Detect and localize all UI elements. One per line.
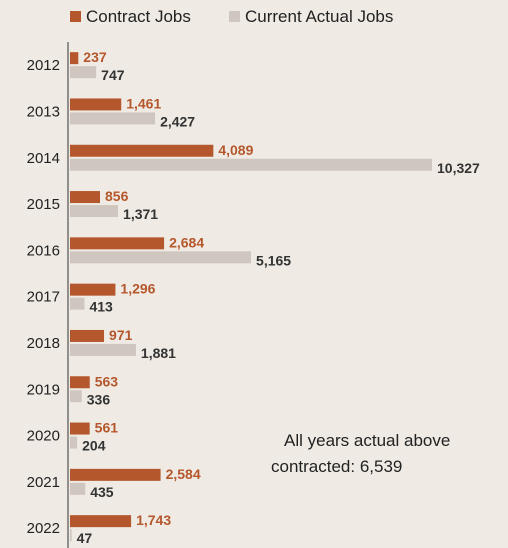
y-tick-label-2018: 2018 [27,335,60,352]
data-label-current-actual-jobs-2021: 435 [90,484,114,500]
bar-current-actual-jobs-2017 [70,297,85,310]
y-tick-label-2014: 2014 [27,150,60,167]
y-tick-label-2016: 2016 [27,242,60,259]
data-label-contract-jobs-2020: 561 [95,420,119,436]
bar-current-actual-jobs-2014 [70,158,432,171]
bar-current-actual-jobs-2020 [70,436,78,449]
data-label-contract-jobs-2018: 971 [109,327,133,343]
y-tick-label-2019: 2019 [27,381,60,398]
bar-current-actual-jobs-2021 [70,482,86,495]
data-label-contract-jobs-2019: 563 [95,373,119,389]
bar-contract-jobs-2015 [70,191,101,204]
data-label-contract-jobs-2021: 2,584 [166,466,201,482]
plot-area: 2012 237 747 2013 1,461 2,427 2014 4,089 10,327 2… [27,49,480,546]
bar-contract-jobs-2021 [70,468,161,481]
bar-contract-jobs-2020 [70,422,90,435]
bar-contract-jobs-2018 [70,329,105,342]
y-tick-label-2021: 2021 [27,474,60,491]
data-label-contract-jobs-2022: 1,743 [136,512,171,528]
data-label-current-actual-jobs-2016: 5,165 [256,252,291,268]
y-tick-label-2022: 2022 [27,520,60,537]
bar-contract-jobs-2012 [70,52,79,65]
data-label-contract-jobs-2017: 1,296 [120,281,155,297]
bar-current-actual-jobs-2012 [70,66,97,79]
data-label-current-actual-jobs-2020: 204 [82,438,106,454]
data-label-current-actual-jobs-2013: 2,427 [160,113,195,129]
bar-contract-jobs-2017 [70,283,116,296]
data-label-current-actual-jobs-2012: 747 [101,67,125,83]
bar-current-actual-jobs-2018 [70,343,136,356]
annotation-line-1: All years actual above [284,431,450,450]
data-label-contract-jobs-2015: 856 [105,188,129,204]
y-tick-label-2012: 2012 [27,57,60,74]
bar-current-actual-jobs-2015 [70,205,119,218]
legend-swatch-contract-jobs [70,11,81,22]
y-tick-label-2020: 2020 [27,428,60,445]
bar-contract-jobs-2013 [70,98,122,111]
annotation: All years actual above contracted: 6,539 [271,431,450,476]
data-label-current-actual-jobs-2014: 10,327 [437,160,480,176]
data-label-current-actual-jobs-2017: 413 [89,299,113,315]
data-label-contract-jobs-2016: 2,684 [169,234,204,250]
bar-contract-jobs-2016 [70,237,165,250]
bar-contract-jobs-2019 [70,376,90,389]
data-label-contract-jobs-2014: 4,089 [218,142,253,158]
annotation-line-2: contracted: 6,539 [271,457,402,476]
legend-swatch-current-actual-jobs [229,11,240,22]
y-tick-label-2017: 2017 [27,289,60,306]
legend-label-current-actual-jobs: Current Actual Jobs [245,7,393,26]
data-label-current-actual-jobs-2019: 336 [87,391,111,407]
bar-current-actual-jobs-2013 [70,112,156,125]
y-tick-label-2013: 2013 [27,103,60,120]
bar-current-actual-jobs-2022 [70,529,72,542]
data-label-current-actual-jobs-2015: 1,371 [123,206,158,222]
data-label-current-actual-jobs-2022: 47 [77,530,93,546]
data-label-contract-jobs-2012: 237 [83,49,107,65]
data-label-current-actual-jobs-2018: 1,881 [141,345,176,361]
bar-current-actual-jobs-2019 [70,390,82,403]
bar-contract-jobs-2022 [70,515,132,528]
bar-contract-jobs-2014 [70,144,214,157]
data-label-contract-jobs-2013: 1,461 [126,95,161,111]
legend-label-contract-jobs: Contract Jobs [86,7,191,26]
legend: Contract Jobs Current Actual Jobs [70,7,393,26]
y-tick-label-2015: 2015 [27,196,60,213]
bar-current-actual-jobs-2016 [70,251,252,264]
